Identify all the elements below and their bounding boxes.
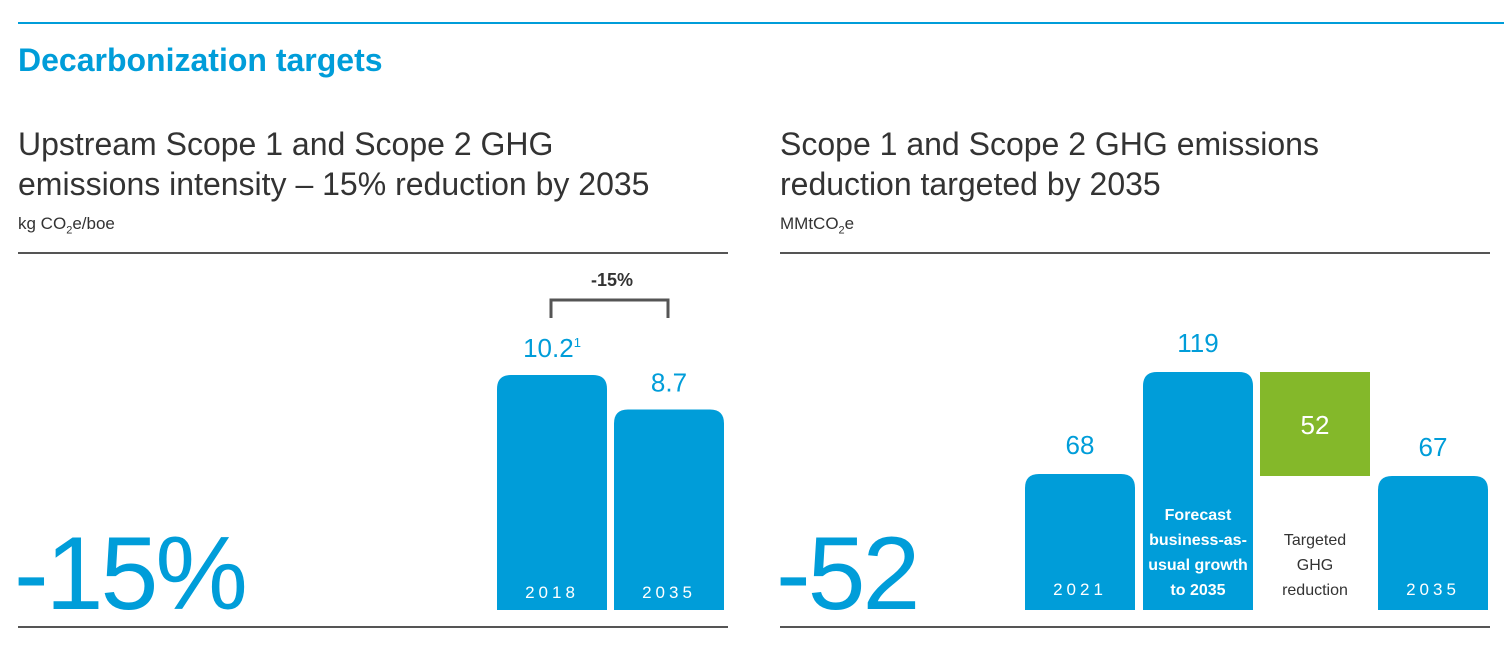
bracket-line bbox=[549, 298, 670, 318]
right-chart: 68 2021 119 Forecast business-as-usual growt… bbox=[1025, 328, 1488, 610]
bar-2035 bbox=[1378, 476, 1488, 610]
category-label-targeted-ghg-reduction: Targeted GHG reduction bbox=[1282, 532, 1348, 599]
right-top-rule bbox=[780, 252, 1490, 254]
right-bars: 68 2021 119 Forecast business-as-usual growt… bbox=[1025, 328, 1488, 610]
left-unit-prefix: kg CO bbox=[18, 214, 67, 233]
top-rule bbox=[18, 22, 1504, 24]
left-big-number: -15% bbox=[14, 516, 248, 632]
value-label-2018: 10.21 bbox=[523, 333, 581, 363]
bracket-label: -15% bbox=[591, 270, 633, 290]
bar-2018 bbox=[497, 375, 607, 610]
category-label-2021: 2021 bbox=[1053, 580, 1107, 599]
left-bars: 10.21 2018 8.7 2035 bbox=[497, 333, 724, 610]
bracket: -15% bbox=[549, 270, 670, 318]
bar-2021 bbox=[1025, 474, 1135, 610]
category-label-2018: 2018 bbox=[525, 583, 579, 602]
right-chart-unit: MMtCO2e bbox=[780, 214, 854, 236]
right-big-number: -52 bbox=[776, 516, 920, 632]
value-label-2021: 68 bbox=[1066, 430, 1095, 460]
right-bottom-rule bbox=[780, 626, 1490, 628]
right-unit-sub: 2 bbox=[838, 224, 845, 237]
category-label-2035: 2035 bbox=[1406, 580, 1460, 599]
right-unit-prefix: MMtCO bbox=[780, 214, 839, 233]
value-label-forecast-business-as-usual-growth-to-2035: 119 bbox=[1177, 328, 1218, 358]
page-title: Decarbonization targets bbox=[18, 42, 383, 78]
bar-forecast-business-as-usual-growth-to-2035 bbox=[1143, 372, 1253, 610]
footnote-mark: 1 bbox=[574, 335, 581, 350]
right-chart-title-line1: Scope 1 and Scope 2 GHG emissions bbox=[780, 126, 1319, 162]
left-unit-suffix: e/boe bbox=[72, 214, 115, 233]
category-label-2035: 2035 bbox=[642, 583, 696, 602]
left-chart-title-line2: emissions intensity – 15% reduction by 2… bbox=[18, 166, 650, 202]
left-chart: -15% 10.21 2018 8.7 2035 bbox=[497, 270, 724, 610]
left-bottom-rule bbox=[18, 626, 728, 628]
bar-targeted-ghg-reduction bbox=[1260, 372, 1370, 476]
bar-2035 bbox=[614, 409, 724, 610]
value-label-2035: 67 bbox=[1419, 432, 1448, 462]
left-chart-title: Upstream Scope 1 and Scope 2 GHG emissio… bbox=[18, 124, 649, 204]
value-label-2035: 8.7 bbox=[651, 368, 687, 398]
value-label-targeted-ghg-reduction: 52 bbox=[1301, 410, 1330, 440]
right-chart-title: Scope 1 and Scope 2 GHG emissions reduct… bbox=[780, 124, 1319, 204]
right-unit-suffix: e bbox=[844, 214, 855, 233]
left-unit-sub: 2 bbox=[66, 224, 73, 237]
category-label-forecast-business-as-usual-growth-to-2035: Forecast business-as-usual growth to 2035 bbox=[1148, 507, 1248, 599]
left-chart-unit: kg CO2e/boe bbox=[18, 214, 115, 236]
left-top-rule bbox=[18, 252, 728, 254]
left-chart-title-line1: Upstream Scope 1 and Scope 2 GHG bbox=[18, 126, 554, 162]
right-chart-title-line2: reduction targeted by 2035 bbox=[780, 166, 1161, 202]
